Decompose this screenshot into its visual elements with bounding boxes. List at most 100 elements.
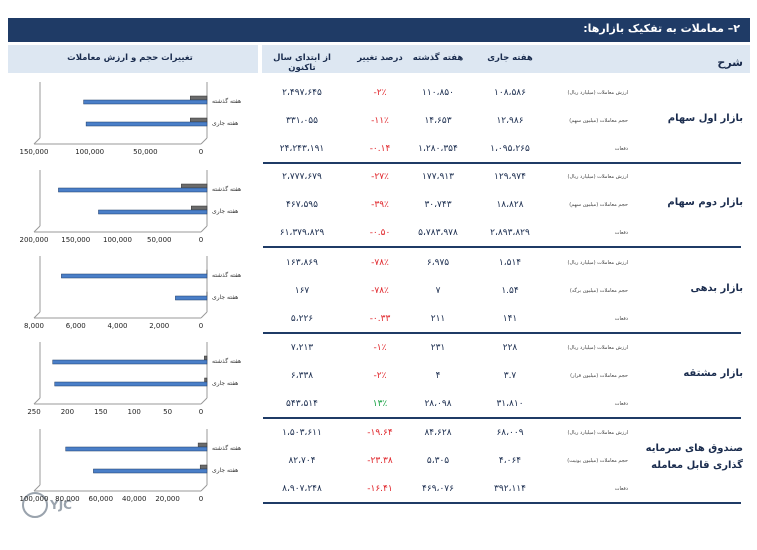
last-week-value: ۴۶۹،۰۷۶ [422, 484, 454, 494]
ytd-value: ۷،۲۱۳ [290, 343, 314, 353]
ytd-header: از ابتدای سال تاکنون [273, 53, 331, 73]
this-week-value: ۱۸،۸۲۸ [496, 200, 524, 210]
metric-label: حجم معاملات (میلیون یونیت) [567, 458, 628, 464]
ytd-value: ۲،۴۹۷،۶۴۵ [282, 88, 322, 98]
ytd-value: ۵۴۳،۵۱۴ [286, 399, 318, 409]
description-header: شرح [717, 56, 743, 69]
tick-label: 250 [27, 408, 40, 416]
chart-depth-line [33, 225, 41, 233]
tick-label: 2,000 [149, 322, 169, 330]
last-week-bar [190, 95, 208, 101]
last-week-value: ۱۱۰،۸۵۰ [422, 88, 454, 98]
table-header-bg [262, 45, 750, 73]
watermark: YJC [50, 498, 72, 512]
pct-change-value: -۷۸٪ [371, 258, 389, 268]
last-week-value: ۴ [435, 371, 441, 381]
pct-change-value: -۲۷٪ [371, 172, 389, 182]
tick-label: 200,000 [20, 236, 49, 244]
this-week-value: ۱۲،۹۸۶ [496, 116, 524, 126]
market-separator [263, 502, 741, 504]
metric-label: ارزش معاملات (میلیارد ریال) [567, 345, 628, 351]
metric-label: حجم معاملات (میلیون قرار) [570, 373, 628, 379]
this-week-value: ۲۲۸ [502, 343, 518, 353]
pct-change-value: -۱۶.۴۱ [367, 484, 393, 494]
ytd-value: ۸،۹۰۷،۲۴۸ [282, 484, 322, 494]
category-label: هفته گذشته [212, 444, 241, 452]
this-week-value: ۳.۷ [503, 371, 517, 381]
last-week-bar [191, 205, 208, 211]
market-name: بازار دوم سهام [667, 197, 743, 208]
category-label: هفته گذشته [212, 185, 241, 193]
chart-depth-line [200, 225, 208, 233]
tick-label: 0 [199, 322, 203, 330]
tick-label: 150 [94, 408, 107, 416]
chart-column-title: تغییرات حجم و ارزش معاملات [67, 53, 193, 63]
this-week-value: ۱۰۸،۵۸۶ [494, 88, 526, 98]
this-week-bar [52, 359, 208, 365]
metric-label: ارزش معاملات (میلیارد ریال) [567, 260, 628, 266]
market-name: صندوق های سرمایه گذاری قابل معامله [645, 443, 743, 471]
category-label: هفته گذشته [212, 97, 241, 105]
this-week-header: هفته جاری [487, 53, 533, 63]
this-week-bar [65, 446, 208, 452]
pct-change-value: -۱۱٪ [371, 116, 389, 126]
tick-label: 40,000 [122, 495, 147, 503]
tick-label: 50 [163, 408, 172, 416]
pct-change-value: -۰.۱۴ [369, 144, 391, 154]
tick-label: 150,000 [61, 236, 90, 244]
market-separator [263, 246, 741, 248]
tick-label: 20,000 [155, 495, 180, 503]
category-label: هفته جاری [212, 380, 238, 387]
last-week-bar [190, 117, 208, 123]
this-week-value: ۳۹۲،۱۱۴ [494, 484, 526, 494]
tick-label: 150,000 [20, 148, 49, 156]
market-chart: هفته گذشته هفته جاری 100,000 80,000 60,000 40… [20, 429, 241, 503]
last-week-value: ۲۳۱ [430, 343, 446, 353]
last-week-value: ۷ [435, 286, 441, 296]
tick-label: 6,000 [66, 322, 86, 330]
tick-label: 0 [199, 148, 203, 156]
pct-change-value: -۰.۳۳ [369, 314, 391, 324]
metric-label: حجم معاملات (میلیون برگه) [569, 288, 628, 294]
metric-label: دفعات [614, 146, 628, 152]
ytd-value: ۱۶۷ [294, 286, 310, 296]
this-week-bar [93, 468, 208, 474]
pct-change-value: -۱٪ [373, 343, 387, 353]
ytd-value: ۲،۷۷۷،۶۷۹ [282, 172, 322, 182]
category-label: هفته گذشته [212, 357, 241, 365]
market-chart: هفته گذشته هفته جاری 250 200 150 100 50 0 [27, 342, 241, 416]
tick-label: 0 [199, 236, 203, 244]
market-separator [263, 162, 741, 164]
this-week-value: ۴،۰۶۴ [498, 456, 522, 466]
tick-label: 100 [128, 408, 141, 416]
this-week-bar [98, 209, 208, 215]
pct-change-header: درصد تغییر [357, 53, 403, 63]
pct-change-value: -۱۹.۶۴ [367, 428, 393, 438]
metric-label: ارزش معاملات (میلیارد ریال) [567, 174, 628, 180]
this-week-bar [83, 99, 208, 105]
last-week-header: هفته گذشته [412, 53, 464, 63]
ytd-value: ۸۲،۷۰۴ [288, 456, 316, 466]
category-label: هفته جاری [212, 208, 238, 215]
chart-header-bg [8, 45, 258, 73]
this-week-value: ۲،۸۹۳،۸۲۹ [490, 228, 530, 238]
last-week-value: ۱،۲۸۰،۳۵۴ [418, 144, 458, 154]
tick-label: 80,000 [55, 495, 80, 503]
tick-label: 50,000 [147, 236, 172, 244]
market-separator [263, 332, 741, 334]
last-week-value: ۲۸،۰۹۸ [424, 399, 452, 409]
section-title-bar: ۲– معاملات به تفکیک بازارها: [8, 18, 750, 42]
metric-label: ارزش معاملات (میلیارد ریال) [567, 430, 628, 436]
metric-label: حجم معاملات (میلیون سهم) [569, 118, 628, 124]
tick-label: 4,000 [107, 322, 127, 330]
ytd-value: ۱،۵۰۳،۶۱۱ [282, 428, 322, 438]
this-week-value: ۳۱،۸۱۰ [496, 399, 524, 409]
metric-label: دفعات [614, 230, 628, 236]
pct-change-value: -۰.۵۰ [369, 228, 391, 238]
pct-change-value: -۳۹٪ [371, 200, 389, 210]
chart-depth-line [33, 137, 41, 145]
market-name: بازار اول سهام [667, 113, 743, 124]
category-label: هفته جاری [212, 120, 238, 127]
this-week-bar [54, 381, 208, 387]
category-label: هفته جاری [212, 467, 238, 474]
